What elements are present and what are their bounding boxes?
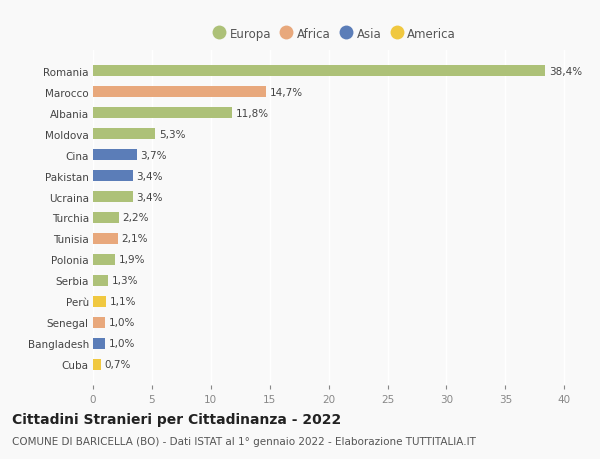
Bar: [93, 170, 133, 182]
Text: 3,4%: 3,4%: [137, 171, 163, 181]
Bar: [93, 359, 101, 370]
Text: 1,0%: 1,0%: [109, 339, 134, 349]
Text: 1,9%: 1,9%: [119, 255, 145, 265]
Text: 1,3%: 1,3%: [112, 276, 139, 286]
Text: 3,4%: 3,4%: [137, 192, 163, 202]
Bar: [93, 150, 137, 161]
Text: 14,7%: 14,7%: [270, 87, 303, 97]
Text: 3,7%: 3,7%: [140, 150, 167, 160]
Text: Cittadini Stranieri per Cittadinanza - 2022: Cittadini Stranieri per Cittadinanza - 2…: [12, 412, 341, 426]
Legend: Europa, Africa, Asia, America: Europa, Africa, Asia, America: [208, 23, 461, 45]
Text: 2,1%: 2,1%: [121, 234, 148, 244]
Bar: [93, 233, 118, 245]
Text: 11,8%: 11,8%: [236, 108, 269, 118]
Bar: [93, 317, 105, 329]
Bar: [93, 191, 133, 203]
Text: 0,7%: 0,7%: [105, 359, 131, 369]
Text: COMUNE DI BARICELLA (BO) - Dati ISTAT al 1° gennaio 2022 - Elaborazione TUTTITAL: COMUNE DI BARICELLA (BO) - Dati ISTAT al…: [12, 436, 476, 446]
Bar: [93, 87, 266, 98]
Text: 38,4%: 38,4%: [549, 67, 582, 77]
Bar: [93, 275, 109, 286]
Text: 1,0%: 1,0%: [109, 318, 134, 328]
Bar: [93, 212, 119, 224]
Bar: [93, 107, 232, 119]
Text: 5,3%: 5,3%: [159, 129, 185, 139]
Bar: [93, 254, 115, 266]
Bar: [93, 296, 106, 308]
Text: 1,1%: 1,1%: [109, 297, 136, 307]
Text: 2,2%: 2,2%: [122, 213, 149, 223]
Bar: [93, 338, 105, 349]
Bar: [93, 66, 545, 77]
Bar: [93, 129, 155, 140]
